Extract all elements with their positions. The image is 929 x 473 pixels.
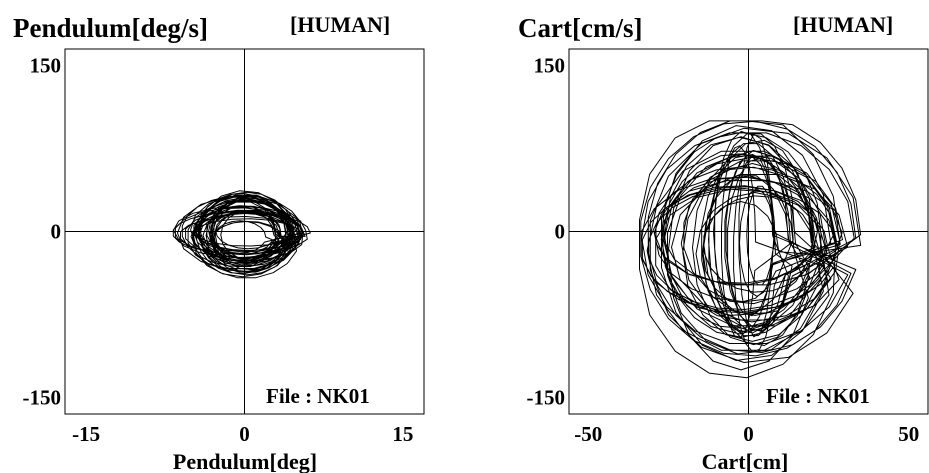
trajectory-line <box>172 190 311 279</box>
x-tick-label: -15 <box>72 422 100 446</box>
chart-title: Pendulum[deg/s] <box>13 13 208 43</box>
x-tick-label: 0 <box>743 422 754 446</box>
x-axis-label: Pendulum[deg] <box>173 449 317 473</box>
subject-tag: [HUMAN] <box>793 12 893 37</box>
x-tick-label: -50 <box>574 422 602 446</box>
y-tick-label: 150 <box>30 54 62 78</box>
trajectory-line <box>639 120 862 379</box>
y-tick-label: 0 <box>51 220 62 244</box>
subject-tag: [HUMAN] <box>290 12 390 37</box>
file-annotation: File : NK01 <box>766 384 870 408</box>
file-annotation: File : NK01 <box>266 384 370 408</box>
x-tick-label: 15 <box>392 422 413 446</box>
chart-title: Cart[cm/s] <box>518 13 642 43</box>
y-tick-label: -150 <box>23 385 62 409</box>
y-tick-label: -150 <box>527 385 566 409</box>
x-tick-label: 50 <box>898 422 919 446</box>
chart-panel-2: Cart[cm/s] [HUMAN] 150 0 -150 -50 0 50 Cart[cm] F… <box>518 12 929 473</box>
y-tick-label: 0 <box>555 220 566 244</box>
x-axis-label: Cart[cm] <box>702 449 789 473</box>
x-tick-label: 0 <box>239 422 250 446</box>
y-tick-label: 150 <box>534 54 566 78</box>
